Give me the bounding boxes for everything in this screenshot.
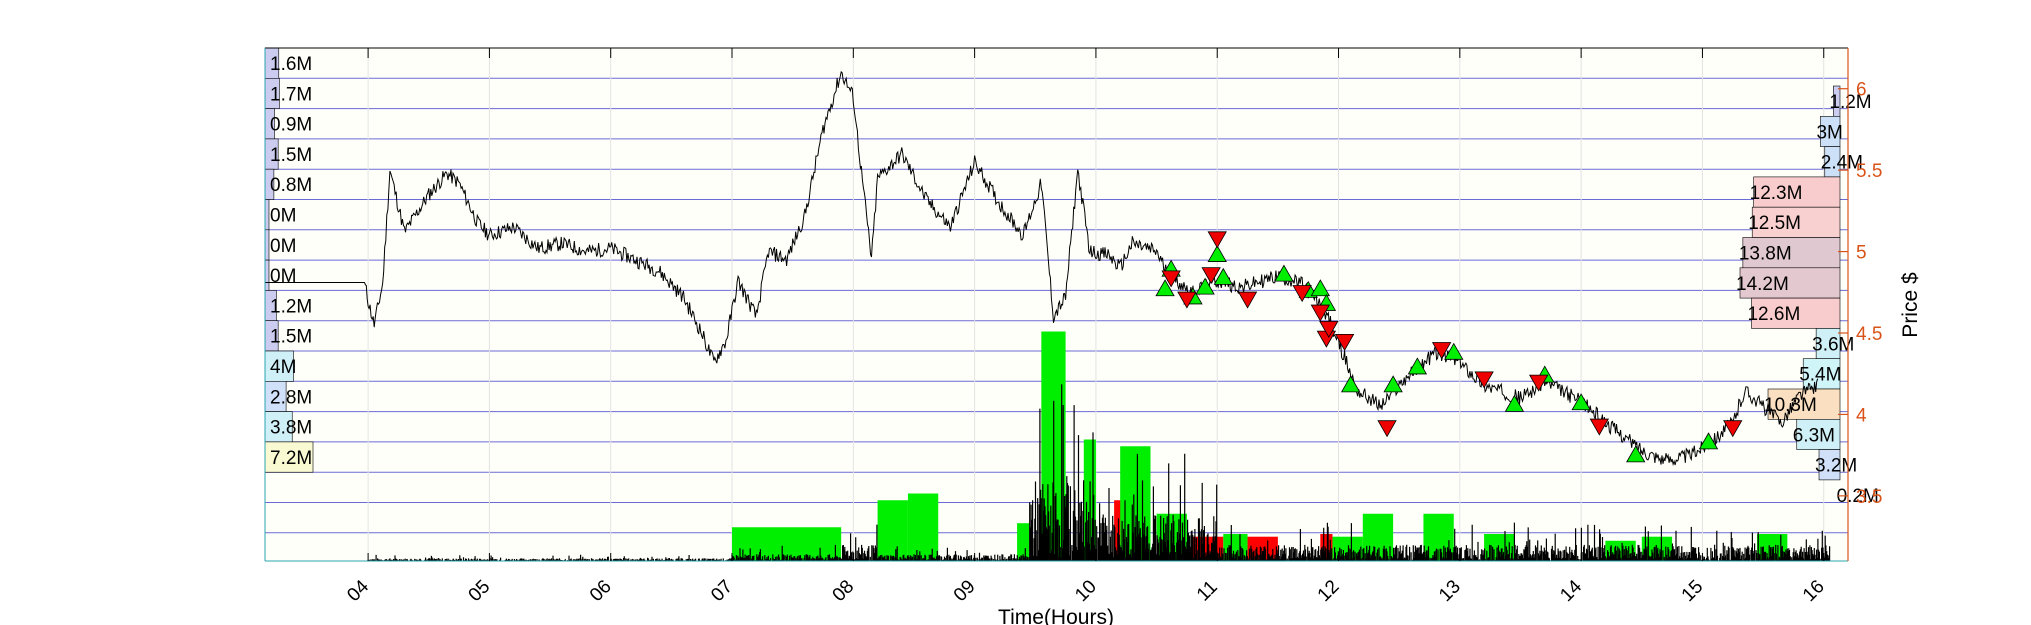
sell-marker — [1377, 420, 1397, 438]
sell-marker — [1474, 371, 1494, 389]
volume-bar — [1017, 523, 1030, 561]
right-profile-bar — [1818, 449, 1841, 481]
right-profile-bar — [1796, 418, 1841, 450]
left-profile-label: 0.9M — [270, 115, 312, 136]
left-profile-bar — [264, 411, 293, 443]
x-tick-label: 10 — [1071, 576, 1101, 606]
y-tick-label: 5.5 — [1856, 161, 1882, 182]
right-profile-label: 12.6M — [1747, 304, 1800, 325]
x-tick-label: 09 — [950, 576, 980, 606]
right-profile-label: 13.8M — [1739, 244, 1792, 265]
volume-profile: 1.6M 1.7M 0.9M 1.5M 0.8M 0M 0M 0M 1.2M 1.5M 4M 2.8M… — [264, 47, 1879, 507]
sell-marker — [1723, 420, 1743, 438]
left-profile-label: 1.2M — [270, 296, 312, 317]
sell-marker — [1319, 320, 1339, 338]
buy-marker — [1310, 279, 1331, 297]
x-tick-label: 14 — [1556, 576, 1586, 606]
y-tick-label: 3.5 — [1856, 487, 1882, 508]
buy-marker — [1383, 375, 1403, 393]
sell-marker — [1334, 333, 1355, 351]
y-tick-label: 6 — [1856, 80, 1867, 101]
buy-marker — [1407, 357, 1428, 375]
right-profile-label: 2.4M — [1821, 153, 1863, 174]
sell-marker — [1310, 304, 1331, 322]
buy-marker — [1626, 445, 1646, 463]
sell-marker — [1431, 342, 1452, 360]
left-profile-label: 0M — [270, 236, 296, 257]
right-profile-label: 3.2M — [1815, 456, 1857, 477]
buy-marker — [1213, 267, 1233, 285]
right-profile-label: 1.2M — [1829, 92, 1871, 113]
right-profile-label: 3M — [1816, 122, 1842, 143]
right-profile-bar — [1742, 237, 1841, 269]
x-tick-label: 05 — [465, 576, 495, 606]
volume-bar — [877, 500, 908, 561]
right-profile-bar — [1767, 388, 1841, 420]
x-tick-label: 04 — [343, 576, 373, 606]
left-profile-label: 1.5M — [270, 327, 312, 348]
x-tick-label: 06 — [586, 576, 616, 606]
right-profile-bar — [1753, 176, 1841, 208]
sell-marker — [1237, 291, 1258, 309]
x-tick-label: 12 — [1314, 576, 1344, 606]
right-profile-bar — [1751, 206, 1841, 238]
left-profile-label: 7.2M — [270, 448, 312, 469]
left-profile-label: 0M — [270, 266, 296, 287]
right-profile-label: 12.5M — [1748, 213, 1801, 234]
right-profile-label: 0.2M — [1837, 486, 1879, 507]
left-profile-bar — [264, 350, 294, 382]
sell-marker — [1177, 291, 1197, 309]
price-series — [265, 70, 1819, 467]
price-line — [265, 70, 1819, 467]
x-tick-label: 11 — [1193, 577, 1222, 606]
y-tick-label: 4 — [1856, 405, 1867, 426]
left-profile-label: 3.8M — [270, 418, 312, 439]
left-profile-label: 1.7M — [270, 84, 312, 105]
volume-bar — [907, 493, 939, 561]
sell-marker — [1207, 231, 1227, 249]
left-profile-bar — [264, 259, 270, 291]
buy-marker — [1444, 342, 1464, 360]
y-axis-label: Price $ — [1899, 272, 1922, 338]
buy-marker — [1155, 279, 1175, 297]
x-tick-label: 13 — [1435, 576, 1465, 606]
right-profile-label: 12.3M — [1750, 183, 1803, 204]
trade-markers — [1155, 231, 1743, 463]
right-profile-label: 14.2M — [1736, 274, 1789, 295]
buy-marker — [1698, 432, 1719, 450]
left-profile-bar — [264, 229, 270, 261]
sell-marker — [1528, 374, 1549, 392]
buy-marker — [1207, 245, 1227, 262]
left-profile-label: 2.8M — [270, 387, 312, 408]
right-profile-label: 5.4M — [1799, 365, 1841, 386]
right-profile-bar — [1751, 297, 1841, 329]
left-profile-label: 1.5M — [270, 145, 312, 166]
x-axis-label: Time(Hours) — [998, 606, 1114, 625]
left-profile-label: 0.8M — [270, 175, 312, 196]
x-tick-label: 15 — [1678, 576, 1708, 606]
sell-marker — [1161, 270, 1181, 288]
buy-marker — [1274, 264, 1294, 282]
y-tick-label: 5 — [1856, 243, 1867, 264]
right-profile-label: 6.3M — [1793, 425, 1835, 446]
left-profile-bar — [264, 199, 270, 231]
buy-marker — [1340, 375, 1361, 393]
left-profile-label: 0M — [270, 206, 296, 227]
x-tick-label: 08 — [829, 576, 859, 606]
x-tick-label: 16 — [1799, 576, 1829, 606]
right-profile-label: 3.6M — [1812, 334, 1854, 355]
buy-marker — [1504, 394, 1525, 412]
sell-marker — [1292, 285, 1312, 303]
left-profile-label: 4M — [270, 357, 296, 378]
y-tick-label: 4.5 — [1856, 324, 1882, 345]
sell-marker — [1201, 267, 1221, 285]
buy-marker — [1571, 393, 1591, 411]
buy-marker — [1195, 277, 1215, 295]
left-profile-label: 1.6M — [270, 54, 312, 75]
x-tick-label: 07 — [707, 576, 737, 606]
sell-marker — [1589, 418, 1610, 436]
